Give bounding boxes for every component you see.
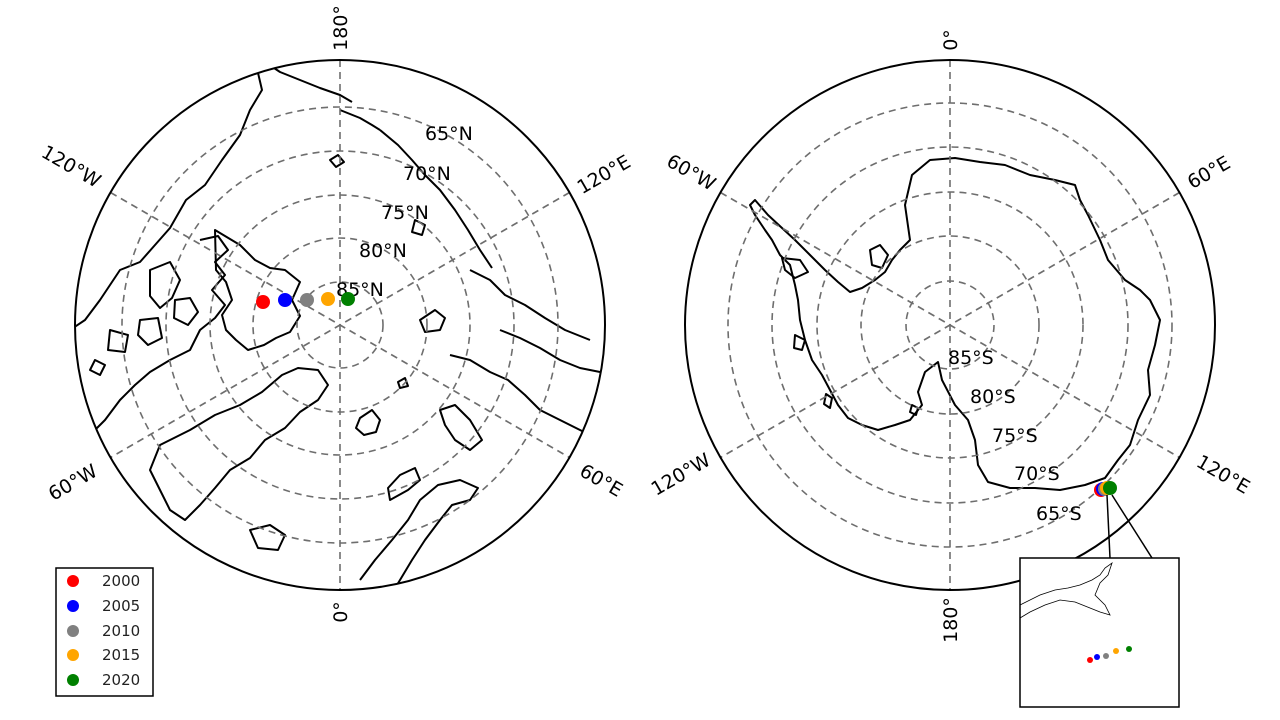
legend-marker (67, 649, 79, 661)
north-point-2005 (278, 293, 292, 307)
south-point-2020 (1103, 481, 1117, 495)
south-lat-label: 70°S (1014, 463, 1060, 485)
north-lat-label: 65°N (425, 123, 473, 145)
north-lon-label-120w: 120°W (38, 141, 105, 192)
legend-label: 2010 (102, 622, 140, 640)
south-lon-label-180: 180° (940, 597, 962, 643)
legend-marker (67, 575, 79, 587)
north-graticule (110, 60, 570, 590)
legend-label: 2005 (102, 597, 140, 615)
north-lon-label-180: 180° (330, 5, 352, 51)
north-point-2015 (321, 292, 335, 306)
south-lon-label-120w: 120°W (648, 449, 715, 500)
south-polar-map: 85°S 80°S 75°S 70°S 65°S 0° 180° 60°W 60… (648, 29, 1254, 708)
north-lon-label-120e: 120°E (573, 151, 634, 199)
inset-point-2000 (1087, 657, 1093, 663)
south-lon-label-0: 0° (940, 29, 962, 51)
inset-point-2005 (1094, 654, 1100, 660)
legend-item: 2005 (67, 597, 140, 615)
north-point-2020 (341, 292, 355, 306)
legend-item: 2000 (67, 572, 140, 590)
south-coastlines (749, 157, 1161, 491)
south-lat-label: 75°S (992, 425, 1038, 447)
south-lat-label: 65°S (1036, 503, 1082, 525)
inset-connector-right (1111, 494, 1153, 559)
north-point-2010 (300, 293, 314, 307)
legend-item: 2015 (67, 646, 140, 664)
inset-connector-left (1106, 494, 1111, 559)
north-lon-label-0: 0° (330, 601, 352, 623)
inset-point-2010 (1103, 653, 1109, 659)
north-lon-label-60w: 60°W (45, 460, 102, 505)
legend-item: 2020 (67, 671, 140, 689)
north-lat-label: 70°N (403, 163, 451, 185)
south-lon-label-60e: 60°E (1184, 152, 1235, 194)
legend-item: 2010 (67, 622, 140, 640)
zoom-inset (1019, 557, 1180, 708)
north-lat-label: 80°N (359, 240, 407, 262)
inset-point-2020 (1126, 646, 1132, 652)
legend-marker (67, 674, 79, 686)
north-polar-map: 65°N 70°N 75°N 80°N 85°N 180° 0° 120°W 1… (38, 5, 635, 623)
south-lon-label-120e: 120°E (1192, 451, 1253, 499)
north-map-boundary (74, 59, 606, 591)
south-lat-label: 80°S (970, 386, 1016, 408)
south-map-boundary (684, 59, 1216, 591)
south-lat-label: 85°S (948, 347, 994, 369)
south-lon-label-60w: 60°W (663, 150, 720, 195)
legend: 2000 2005 2010 2015 2020 (55, 567, 154, 697)
north-point-2000 (256, 295, 270, 309)
north-lon-label-60e: 60°E (576, 460, 627, 502)
inset-point-2015 (1113, 648, 1119, 654)
legend-label: 2020 (102, 671, 140, 689)
south-graticule (720, 60, 1180, 590)
legend-label: 2015 (102, 646, 140, 664)
legend-label: 2000 (102, 572, 140, 590)
north-lat-label: 75°N (381, 202, 429, 224)
legend-marker (67, 625, 79, 637)
legend-marker (67, 600, 79, 612)
inset-coastline (1019, 561, 1113, 619)
